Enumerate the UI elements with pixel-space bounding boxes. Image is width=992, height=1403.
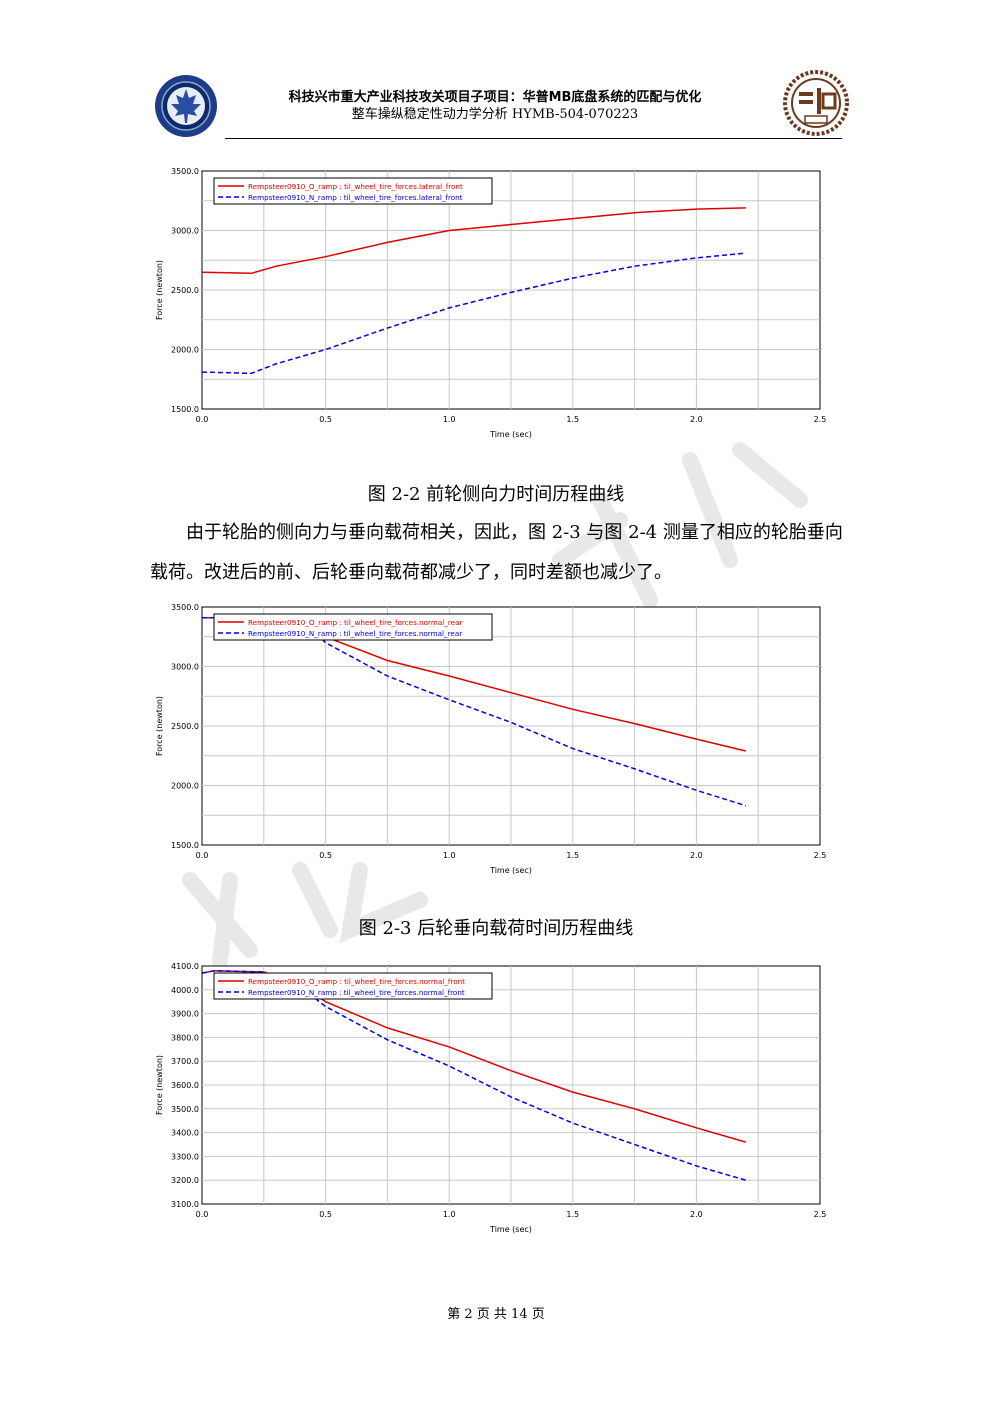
legend-entry: Rempsteer0910_O_ramp : til_wheel_tire_fo… [248,977,465,986]
x-tick-label: 0.5 [319,415,332,424]
legend-box [213,177,493,205]
legend-entry: Rempsteer0910_N_ramp : til_wheel_tire_fo… [248,988,465,997]
chart-normal-front: 0.0 0.5 1.0 1.5 2.0 2.5 3100.0 3200.0 3300.0 3400… [150,953,830,1243]
x-tick-label: 0.5 [319,1210,332,1219]
x-axis-label: Time (sec) [489,1225,532,1234]
x-tick-label: 1.0 [443,415,456,424]
chart-svg: 0.0 0.5 1.0 1.5 2.0 2.5 1500.0 2000.0 2500.0 3000… [155,167,827,439]
chart-lateral-front: 0.0 0.5 1.0 1.5 2.0 2.5 1500.0 2000.0 2500.0 3000… [150,158,830,448]
y-tick-label: 3500.0 [171,1105,199,1114]
y-tick-label: 2000.0 [171,346,199,355]
x-tick-label: 0.0 [196,851,209,860]
legend-entry: Rempsteer0910_O_ramp : til_wheel_tire_fo… [248,182,463,191]
y-axis-label: Force (newton) [155,696,164,756]
y-tick-label: 1500.0 [171,841,199,850]
y-tick-label: 1500.0 [171,405,199,414]
figure-caption: 图 2-3 后轮垂向载荷时间历程曲线 [358,918,634,939]
x-tick-label: 2.0 [690,1210,703,1219]
y-tick-label: 2000.0 [171,782,199,791]
chart-normal-rear: 0.0 0.5 1.0 1.5 2.0 2.5 1500.0 2000.0 2500.0 3000… [150,594,830,884]
series-line [201,252,746,375]
body-paragraph: 由于轮胎的侧向力与垂向载荷相关，因此，图 2-3 与图 2-4 测量了相应的轮胎… [150,522,843,583]
logo-right-university-seal-icon [783,70,849,136]
x-tick-label: 0.0 [196,1210,209,1219]
x-axis-label: Time (sec) [489,430,532,439]
x-axis-label: Time (sec) [489,866,532,875]
x-tick-label: 1.0 [443,1210,456,1219]
y-tick-label: 3700.0 [171,1057,199,1066]
y-tick-label: 3000.0 [171,227,199,236]
legend-box [213,972,493,1000]
y-tick-label: 3500.0 [171,603,199,612]
y-tick-label: 2500.0 [171,722,199,731]
y-tick-label: 3900.0 [171,1010,199,1019]
y-tick-label: 4100.0 [171,962,199,971]
x-tick-label: 2.0 [690,851,703,860]
series-line [201,970,747,1143]
logo-left-maple-icon [155,75,217,137]
y-tick-label: 2500.0 [171,286,199,295]
series-line [201,207,746,275]
y-tick-label: 4000.0 [171,986,199,995]
legend-entry: Rempsteer0910_N_ramp : til_wheel_tire_fo… [248,629,462,638]
x-tick-label: 0.0 [196,415,209,424]
y-tick-label: 3300.0 [171,1152,199,1161]
legend-entry: Rempsteer0910_N_ramp : til_wheel_tire_fo… [248,193,463,202]
y-tick-label: 3200.0 [171,1176,199,1185]
x-tick-label: 1.5 [566,851,579,860]
header-divider [225,138,842,139]
page-footer: 第 2 页 共 14 页 [447,1307,545,1322]
header-title: 科技兴市重大产业科技攻关项目子项目：华普MB底盘系统的匹配与优化 [288,90,702,105]
x-tick-label: 1.0 [443,851,456,860]
y-tick-label: 3100.0 [171,1200,199,1209]
header-subtitle: 整车操纵稳定性动力学分析 HYMB-504-070223 [351,107,639,122]
legend-entry: Rempsteer0910_O_ramp : til_wheel_tire_fo… [248,618,462,627]
y-tick-label: 3000.0 [171,663,199,672]
x-tick-label: 2.5 [814,415,827,424]
legend-box [213,613,493,641]
x-tick-label: 1.5 [566,1210,579,1219]
y-tick-label: 3500.0 [171,167,199,176]
series-line [201,970,747,1181]
x-tick-label: 2.5 [814,851,827,860]
y-tick-label: 3800.0 [171,1033,199,1042]
y-axis-label: Force (newton) [155,1055,164,1115]
chart-svg: 0.0 0.5 1.0 1.5 2.0 2.5 3100.0 3200.0 3300.0 3400… [155,962,827,1234]
x-tick-label: 2.0 [690,415,703,424]
y-tick-label: 3400.0 [171,1129,199,1138]
y-axis-label: Force (newton) [155,260,164,320]
figure-caption: 图 2-2 前轮侧向力时间历程曲线 [367,484,625,505]
x-tick-label: 0.5 [319,851,332,860]
y-tick-label: 3600.0 [171,1081,199,1090]
x-tick-label: 2.5 [814,1210,827,1219]
x-tick-label: 1.5 [566,415,579,424]
chart-svg: 0.0 0.5 1.0 1.5 2.0 2.5 1500.0 2000.0 2500.0 3000… [155,603,827,875]
